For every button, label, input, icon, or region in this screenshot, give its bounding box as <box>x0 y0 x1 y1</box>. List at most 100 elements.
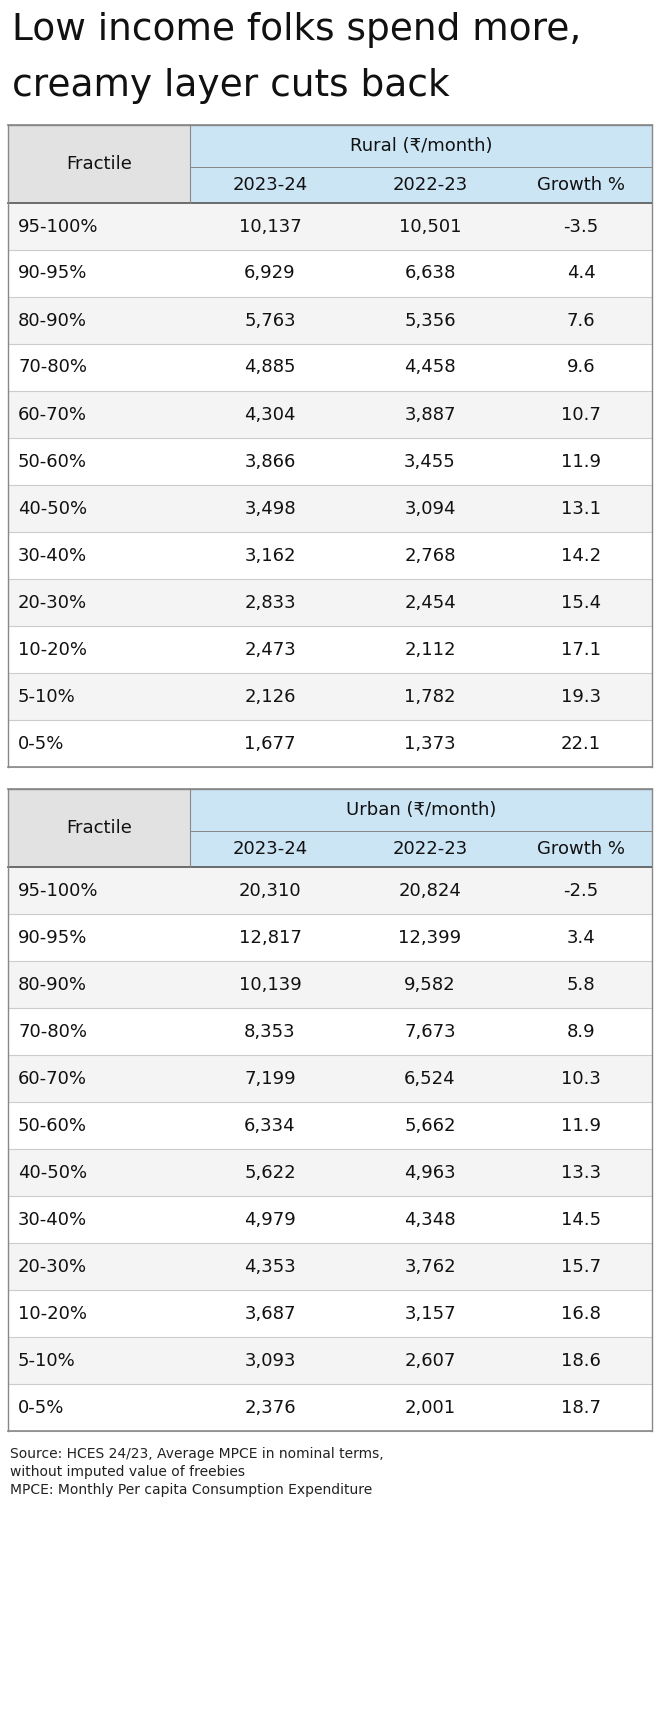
Text: 17.1: 17.1 <box>561 640 601 659</box>
Text: 10,501: 10,501 <box>399 217 461 236</box>
Text: 9,582: 9,582 <box>404 975 456 994</box>
Text: creamy layer cuts back: creamy layer cuts back <box>12 68 449 104</box>
Bar <box>8 1055 652 1102</box>
Text: 3,866: 3,866 <box>244 453 296 470</box>
Text: 13.1: 13.1 <box>561 500 601 517</box>
Text: 20,824: 20,824 <box>399 881 461 899</box>
Bar <box>8 626 652 673</box>
Text: 4,348: 4,348 <box>404 1211 456 1228</box>
Text: 22.1: 22.1 <box>561 734 601 753</box>
Text: 10.7: 10.7 <box>561 406 601 423</box>
Bar <box>190 125 652 167</box>
Text: 60-70%: 60-70% <box>18 406 87 423</box>
Text: Growth %: Growth % <box>537 175 625 194</box>
Bar <box>8 533 652 579</box>
Bar <box>8 1008 652 1055</box>
Text: 2023-24: 2023-24 <box>232 840 308 859</box>
Text: 9.6: 9.6 <box>567 359 595 376</box>
Bar <box>8 868 652 914</box>
Text: 4,885: 4,885 <box>244 359 296 376</box>
Bar <box>8 297 652 344</box>
Text: 6,929: 6,929 <box>244 264 296 283</box>
Text: 1,782: 1,782 <box>404 687 456 706</box>
Text: 11.9: 11.9 <box>561 1117 601 1135</box>
Text: 3,162: 3,162 <box>244 547 296 564</box>
Text: 2,112: 2,112 <box>404 640 456 659</box>
Text: 3,887: 3,887 <box>404 406 456 423</box>
Text: 60-70%: 60-70% <box>18 1069 87 1088</box>
Text: 5-10%: 5-10% <box>18 1352 76 1369</box>
Bar <box>8 1102 652 1149</box>
Text: 5,662: 5,662 <box>404 1117 456 1135</box>
Text: 4,353: 4,353 <box>244 1258 296 1275</box>
Text: 50-60%: 50-60% <box>18 1117 87 1135</box>
Text: 5,763: 5,763 <box>244 312 296 330</box>
Text: 19.3: 19.3 <box>561 687 601 706</box>
Text: 4,979: 4,979 <box>244 1211 296 1228</box>
Text: 4.4: 4.4 <box>567 264 595 283</box>
Text: 10-20%: 10-20% <box>18 640 87 659</box>
Bar <box>190 789 652 831</box>
Text: 20-30%: 20-30% <box>18 1258 87 1275</box>
Text: 7,673: 7,673 <box>404 1022 456 1041</box>
Bar <box>8 914 652 961</box>
Text: 2,126: 2,126 <box>244 687 296 706</box>
Text: 2022-23: 2022-23 <box>393 840 468 859</box>
Text: MPCE: Monthly Per capita Consumption Expenditure: MPCE: Monthly Per capita Consumption Exp… <box>10 1483 372 1497</box>
Bar <box>8 961 652 1008</box>
Text: 5.8: 5.8 <box>567 975 595 994</box>
Text: 12,399: 12,399 <box>399 928 461 947</box>
Text: 95-100%: 95-100% <box>18 217 98 236</box>
Text: 2022-23: 2022-23 <box>393 175 468 194</box>
Text: 6,524: 6,524 <box>404 1069 456 1088</box>
Text: Source: HCES 24/23, Average MPCE in nominal terms,: Source: HCES 24/23, Average MPCE in nomi… <box>10 1447 383 1461</box>
Bar <box>8 1338 652 1385</box>
Text: 40-50%: 40-50% <box>18 500 87 517</box>
Text: 2,607: 2,607 <box>405 1352 455 1369</box>
Text: 2023-24: 2023-24 <box>232 175 308 194</box>
Text: Low income folks spend more,: Low income folks spend more, <box>12 12 581 49</box>
Text: 1,677: 1,677 <box>244 734 296 753</box>
Text: 50-60%: 50-60% <box>18 453 87 470</box>
Text: 0-5%: 0-5% <box>18 734 65 753</box>
Bar <box>8 1242 652 1291</box>
Text: 2,473: 2,473 <box>244 640 296 659</box>
Bar <box>190 831 652 868</box>
Text: 30-40%: 30-40% <box>18 1211 87 1228</box>
Bar <box>8 673 652 720</box>
Text: 5-10%: 5-10% <box>18 687 76 706</box>
Text: 14.2: 14.2 <box>561 547 601 564</box>
Text: 3,498: 3,498 <box>244 500 296 517</box>
Text: 3,157: 3,157 <box>404 1305 456 1322</box>
Text: 30-40%: 30-40% <box>18 547 87 564</box>
Text: 1,373: 1,373 <box>404 734 456 753</box>
Bar <box>8 390 652 437</box>
Text: 90-95%: 90-95% <box>18 928 87 947</box>
Text: 3,762: 3,762 <box>404 1258 456 1275</box>
Bar <box>8 789 190 868</box>
Text: 4,458: 4,458 <box>404 359 456 376</box>
Text: 2,376: 2,376 <box>244 1398 296 1416</box>
Text: 90-95%: 90-95% <box>18 264 87 283</box>
Bar <box>8 203 652 250</box>
Bar <box>8 125 190 203</box>
Text: 7.6: 7.6 <box>567 312 595 330</box>
Text: 16.8: 16.8 <box>561 1305 601 1322</box>
Text: 3.4: 3.4 <box>567 928 595 947</box>
Text: 5,622: 5,622 <box>244 1164 296 1182</box>
Text: 8,353: 8,353 <box>244 1022 296 1041</box>
Bar <box>190 167 652 203</box>
Bar <box>8 1149 652 1195</box>
Text: 2,001: 2,001 <box>405 1398 455 1416</box>
Text: 70-80%: 70-80% <box>18 359 87 376</box>
Text: 10.3: 10.3 <box>561 1069 601 1088</box>
Text: -2.5: -2.5 <box>564 881 599 899</box>
Bar <box>8 579 652 626</box>
Text: 80-90%: 80-90% <box>18 312 87 330</box>
Bar <box>8 1385 652 1431</box>
Text: 7,199: 7,199 <box>244 1069 296 1088</box>
Text: 0-5%: 0-5% <box>18 1398 65 1416</box>
Text: Fractile: Fractile <box>66 819 132 836</box>
Text: without imputed value of freebies: without imputed value of freebies <box>10 1464 245 1478</box>
Text: Growth %: Growth % <box>537 840 625 859</box>
